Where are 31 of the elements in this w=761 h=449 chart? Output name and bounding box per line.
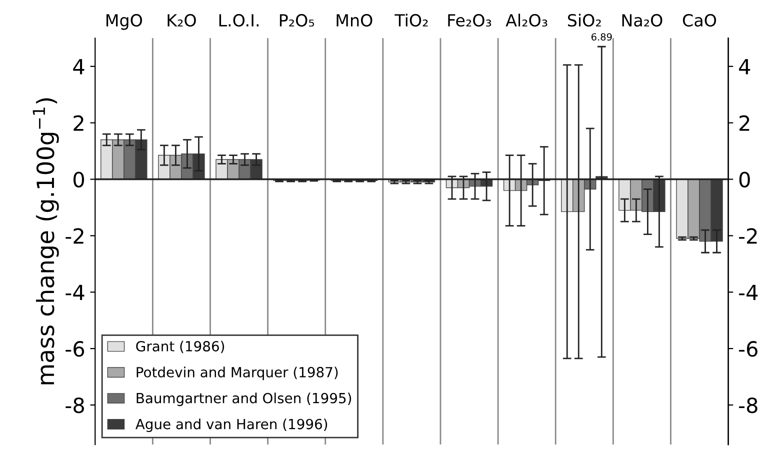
- legend-label: Potdevin and Marquer (1987): [136, 366, 338, 380]
- x-tick-label: K₂O: [168, 14, 196, 27]
- y-tick-label: -2: [66, 228, 84, 244]
- x-tick-label: MgO: [106, 14, 142, 30]
- y2-tick-label: -6: [739, 341, 758, 357]
- annotation: 6.89: [592, 33, 612, 41]
- x-tick-label: TiO₂: [394, 14, 428, 27]
- x-tick-label: L.O.I.: [219, 14, 258, 27]
- x-tick-label: Fe₂O₃: [448, 14, 492, 27]
- x-tick-label: MnO: [336, 14, 372, 27]
- legend-label: Ague and van Haren (1996): [136, 418, 328, 432]
- y-tick-label: 4: [73, 59, 84, 74]
- y-tick-label: 0: [74, 172, 84, 188]
- y-tick-label: 2: [74, 115, 84, 131]
- x-tick-label: Al₂O₃: [506, 14, 548, 27]
- y-tick-label: -8: [66, 397, 84, 414]
- y2-tick-label: 0: [739, 172, 750, 188]
- y-axis-title: mass change (g.100g$^{−1}$): [32, 98, 59, 384]
- x-tick-label: CaO: [682, 14, 716, 27]
- y2-tick-label: -8: [739, 397, 758, 414]
- y2-tick-label: -2: [739, 228, 757, 244]
- y2-tick-label: 4: [739, 59, 750, 74]
- legend-label: Baumgartner and Olsen (1995): [136, 392, 352, 406]
- y2-tick-label: 2: [740, 115, 750, 131]
- legend-label: Grant (1986): [136, 340, 224, 354]
- x-tick-label: P₂O₅: [280, 14, 314, 27]
- x-tick-label: SiO₂: [568, 14, 601, 27]
- x-tick-label: Na₂O: [622, 14, 662, 27]
- y-tick-label: -6: [66, 341, 84, 357]
- y-tick-label: -4: [66, 284, 84, 300]
- y2-tick-label: -4: [739, 284, 758, 300]
